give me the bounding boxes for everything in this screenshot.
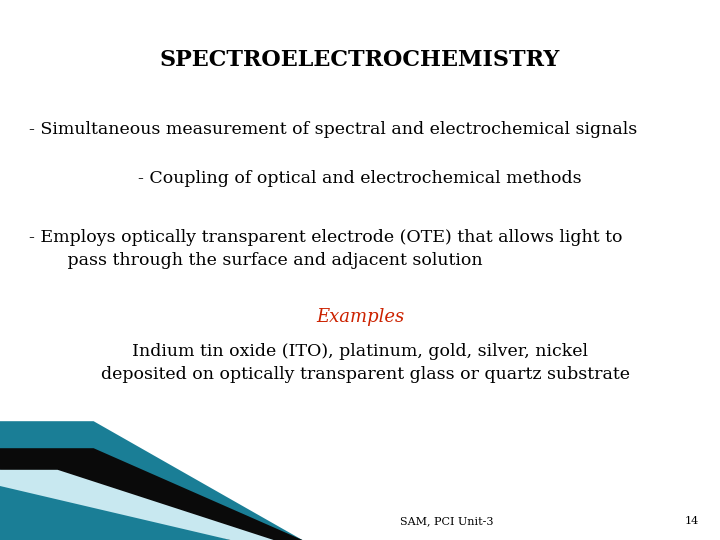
- Text: - Simultaneous measurement of spectral and electrochemical signals: - Simultaneous measurement of spectral a…: [29, 122, 637, 138]
- Polygon shape: [0, 421, 302, 540]
- Text: Indium tin oxide (ITO), platinum, gold, silver, nickel
  deposited on optically : Indium tin oxide (ITO), platinum, gold, …: [90, 343, 630, 383]
- Text: - Coupling of optical and electrochemical methods: - Coupling of optical and electrochemica…: [138, 170, 582, 187]
- Text: 14: 14: [684, 516, 698, 526]
- Text: - Employs optically transparent electrode (OTE) that allows light to
       pass: - Employs optically transparent electrod…: [29, 230, 622, 269]
- Text: SPECTROELECTROCHEMISTRY: SPECTROELECTROCHEMISTRY: [160, 49, 560, 71]
- Text: SAM, PCI Unit-3: SAM, PCI Unit-3: [400, 516, 493, 526]
- Polygon shape: [0, 448, 302, 540]
- Polygon shape: [0, 470, 274, 540]
- Text: Examples: Examples: [316, 308, 404, 326]
